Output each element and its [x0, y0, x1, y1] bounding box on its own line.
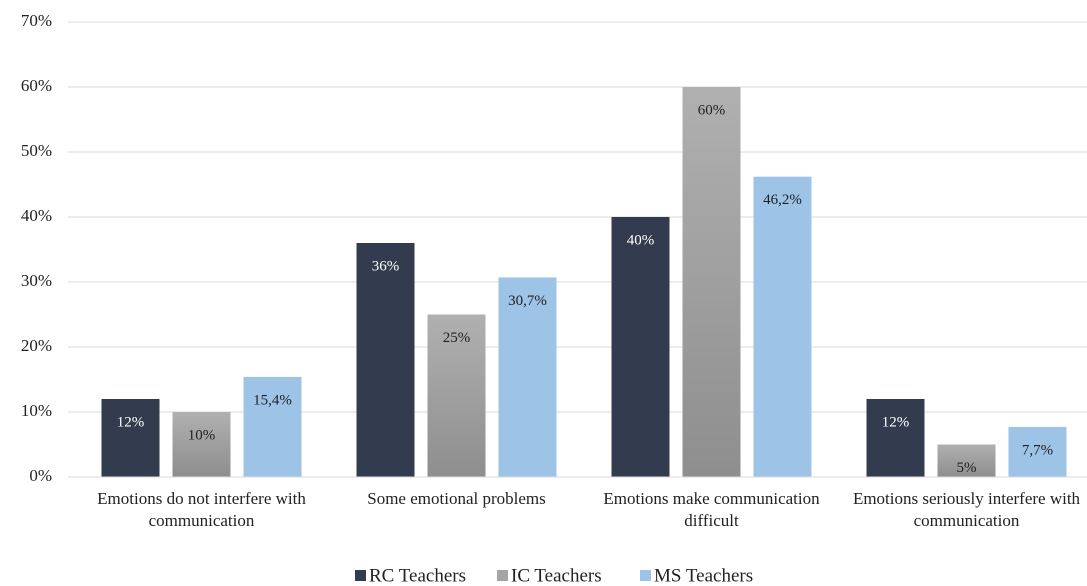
y-tick-label: 50%: [21, 141, 52, 160]
bar: [611, 217, 670, 477]
legend-label: RC Teachers: [369, 565, 466, 586]
bar: [753, 176, 812, 477]
legend-label: MS Teachers: [654, 565, 753, 586]
legend-swatch: [640, 570, 651, 581]
x-tick-label: Emotions seriously interfere with commun…: [852, 489, 1081, 530]
bar: [172, 412, 231, 477]
value-label: 36%: [372, 258, 400, 274]
bar: [356, 243, 415, 477]
y-tick-label: 10%: [21, 401, 52, 420]
y-tick-label: 70%: [21, 11, 52, 30]
value-label: 25%: [443, 330, 471, 346]
value-label: 7,7%: [1022, 442, 1053, 458]
value-label: 60%: [698, 102, 726, 118]
bar: [937, 444, 996, 477]
value-label: 46,2%: [763, 192, 802, 208]
bar: [866, 399, 925, 477]
bar: [682, 87, 741, 477]
y-tick-label: 60%: [21, 76, 52, 95]
bar: [243, 376, 302, 477]
bar: [427, 314, 486, 477]
legend-swatch: [355, 570, 366, 581]
value-label: 30,7%: [508, 293, 547, 309]
bar: [101, 399, 160, 477]
y-tick-label: 20%: [21, 336, 52, 355]
x-tick-label: Emotions do not interfere with communica…: [97, 489, 306, 530]
y-tick-label: 30%: [21, 271, 52, 290]
value-label: 15,4%: [253, 392, 292, 408]
value-label: 12%: [117, 414, 145, 430]
y-tick-label: 40%: [21, 206, 52, 225]
y-tick-label: 0%: [29, 466, 52, 485]
bar: [498, 277, 557, 477]
x-tick-label: Some emotional problems: [367, 489, 546, 508]
value-label: 10%: [188, 427, 216, 443]
value-label: 40%: [627, 232, 655, 248]
legend-swatch: [497, 570, 508, 581]
value-label: 12%: [882, 414, 910, 430]
value-label: 5%: [957, 460, 977, 476]
x-tick-label: Emotions make communication difficult: [603, 489, 820, 530]
bar: [1008, 426, 1067, 477]
legend-label: IC Teachers: [511, 565, 602, 586]
